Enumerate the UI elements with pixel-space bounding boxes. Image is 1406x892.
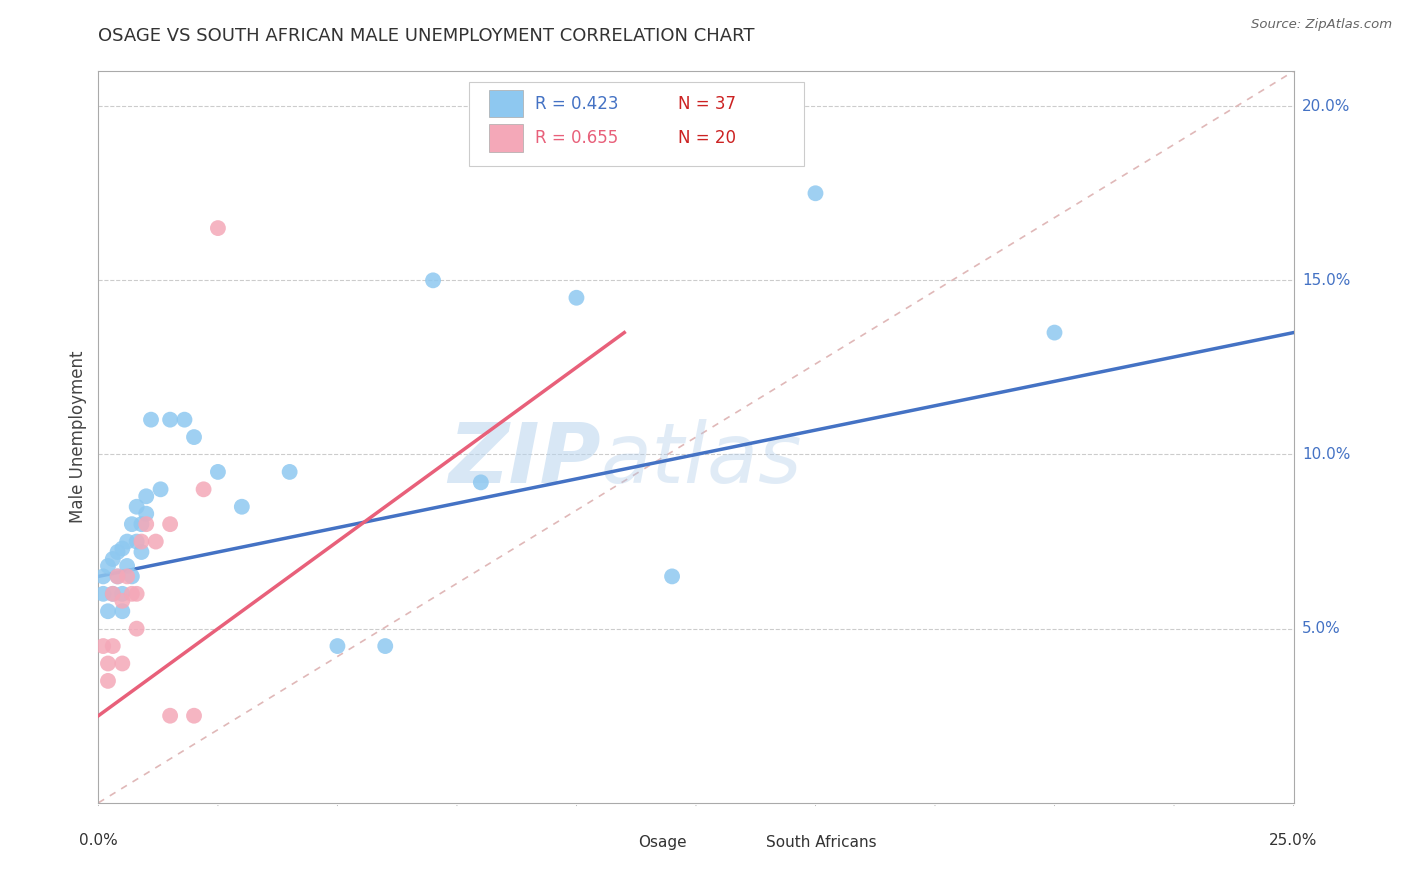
Text: 15.0%: 15.0% <box>1302 273 1350 288</box>
Point <box>125 534 148 549</box>
Point <box>97 604 120 618</box>
Text: ZIP: ZIP <box>447 418 600 500</box>
FancyBboxPatch shape <box>598 833 624 852</box>
Point <box>91 639 114 653</box>
Text: 25.0%: 25.0% <box>1270 833 1317 848</box>
Point <box>101 552 124 566</box>
Point <box>278 465 301 479</box>
Point <box>101 587 124 601</box>
Point <box>121 569 143 583</box>
Point <box>374 639 396 653</box>
Point <box>115 534 138 549</box>
Point <box>97 673 120 688</box>
FancyBboxPatch shape <box>725 833 752 852</box>
Point <box>135 489 157 503</box>
Point <box>159 708 181 723</box>
Point <box>145 534 167 549</box>
Point <box>173 412 195 426</box>
Text: 5.0%: 5.0% <box>1302 621 1340 636</box>
Point <box>115 569 138 583</box>
Point <box>111 587 134 601</box>
Point <box>111 594 134 608</box>
Text: 10.0%: 10.0% <box>1302 447 1350 462</box>
Text: Source: ZipAtlas.com: Source: ZipAtlas.com <box>1251 18 1392 31</box>
Point <box>326 639 349 653</box>
Point <box>422 273 444 287</box>
Point <box>97 558 120 573</box>
Point <box>97 657 120 671</box>
Point <box>121 517 143 532</box>
FancyBboxPatch shape <box>489 89 523 118</box>
Point <box>159 412 181 426</box>
Point <box>183 430 205 444</box>
Text: R = 0.423: R = 0.423 <box>534 95 619 112</box>
Text: R = 0.655: R = 0.655 <box>534 129 617 147</box>
Point <box>125 500 148 514</box>
FancyBboxPatch shape <box>470 82 804 167</box>
Point <box>131 517 153 532</box>
FancyBboxPatch shape <box>489 124 523 152</box>
Point <box>207 465 229 479</box>
Point <box>107 545 129 559</box>
Point <box>231 500 253 514</box>
Point <box>91 587 114 601</box>
Text: Osage: Osage <box>638 835 688 850</box>
Point <box>470 475 492 490</box>
Point <box>101 639 124 653</box>
Point <box>125 587 148 601</box>
Point <box>131 545 153 559</box>
Point <box>107 569 129 583</box>
Text: 0.0%: 0.0% <box>79 833 118 848</box>
Point <box>111 541 134 556</box>
Point <box>149 483 172 497</box>
Point <box>121 587 143 601</box>
Point <box>111 604 134 618</box>
Point <box>111 657 134 671</box>
Point <box>107 569 129 583</box>
Text: N = 20: N = 20 <box>678 129 737 147</box>
Point <box>101 587 124 601</box>
Point <box>135 517 157 532</box>
Point <box>183 708 205 723</box>
Point <box>125 622 148 636</box>
Point <box>139 412 162 426</box>
Text: South Africans: South Africans <box>766 835 877 850</box>
Point <box>207 221 229 235</box>
Point <box>135 507 157 521</box>
Text: OSAGE VS SOUTH AFRICAN MALE UNEMPLOYMENT CORRELATION CHART: OSAGE VS SOUTH AFRICAN MALE UNEMPLOYMENT… <box>98 27 755 45</box>
Point <box>159 517 181 532</box>
Point <box>193 483 215 497</box>
Point <box>565 291 588 305</box>
Y-axis label: Male Unemployment: Male Unemployment <box>69 351 87 524</box>
Point <box>1043 326 1066 340</box>
Point <box>804 186 827 201</box>
Text: N = 37: N = 37 <box>678 95 737 112</box>
Text: atlas: atlas <box>600 418 801 500</box>
Point <box>115 558 138 573</box>
Text: 20.0%: 20.0% <box>1302 99 1350 113</box>
Point <box>91 569 114 583</box>
Point <box>131 534 153 549</box>
Point <box>661 569 683 583</box>
